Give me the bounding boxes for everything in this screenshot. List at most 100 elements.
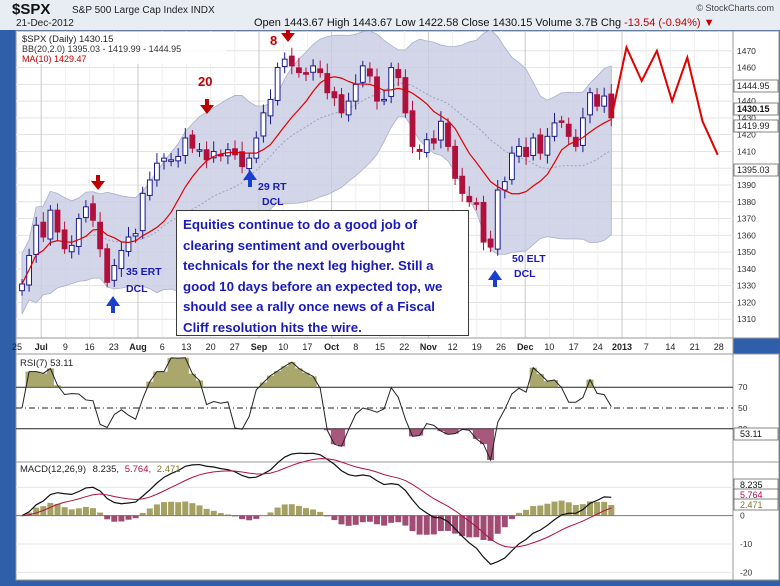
macd-histogram-bar: [594, 501, 601, 516]
date-tick-label: 28: [714, 342, 724, 352]
candle-body: [196, 149, 203, 152]
candle-body: [565, 123, 572, 137]
macd-histogram-bar: [217, 513, 224, 516]
price-candle: [239, 141, 245, 174]
price-candle: [267, 89, 274, 125]
rsi-tick-label: 70: [738, 382, 748, 392]
price-candle: [310, 59, 317, 81]
price-candle: [473, 197, 480, 211]
price-candle: [345, 92, 352, 122]
price-candle: [359, 60, 366, 88]
price-candle: [459, 167, 466, 202]
macd-histogram-bar: [466, 515, 473, 538]
macd-histogram-bar: [487, 515, 494, 541]
price-tick-label: 1330: [737, 281, 756, 291]
commentary-box: Equities continue to do a good job of cl…: [176, 210, 469, 336]
candle-body: [146, 179, 153, 196]
date-tick-label: Sep: [251, 342, 268, 352]
price-candle: [374, 68, 380, 110]
candle-body: [530, 137, 537, 156]
candle-body: [90, 203, 96, 221]
date-tick-label: Nov: [420, 342, 437, 352]
price-candle: [409, 100, 416, 154]
price-candle: [303, 67, 309, 81]
macd-histogram-bar: [90, 508, 96, 516]
macd-histogram-bar: [345, 515, 352, 526]
price-tick-label: 1430: [737, 113, 756, 123]
macd-histogram-bar: [260, 515, 267, 517]
candle-body: [487, 238, 494, 248]
macd-histogram-bar: [587, 501, 593, 516]
price-tag-text: 1430.15: [737, 104, 770, 114]
price-candle: [494, 179, 501, 256]
candle-body: [104, 248, 111, 283]
candle-body: [523, 146, 530, 157]
macd-histogram-bar: [608, 504, 615, 516]
price-candle: [587, 87, 593, 124]
price-candle: [54, 203, 61, 241]
macd-histogram-bar: [210, 510, 217, 516]
candle-body: [516, 145, 522, 157]
candle-body: [580, 117, 586, 146]
price-candle: [175, 148, 182, 168]
candle-body: [359, 65, 366, 83]
macd-histogram-bar: [203, 508, 210, 516]
macd-histogram-bar: [381, 515, 388, 526]
macd-histogram-bar: [359, 515, 366, 523]
price-candle: [331, 86, 338, 107]
price-candle: [551, 112, 558, 142]
price-candle: [324, 63, 331, 100]
date-tick-label: 23: [109, 342, 119, 352]
macd-histogram-bar: [295, 505, 302, 516]
macd-histogram-bar: [161, 502, 167, 516]
price-candle: [509, 146, 515, 185]
price-tag-box: [733, 102, 779, 116]
macd-histogram-bar: [537, 505, 544, 516]
macd-histogram-bar: [303, 508, 309, 516]
price-candle: [61, 221, 68, 254]
rsi-legend: RSI(7) 53.11: [20, 358, 73, 369]
date-tick-label: 19: [472, 342, 482, 352]
price-candle: [445, 118, 451, 152]
date-tick-label: 22: [399, 342, 409, 352]
candle-body: [381, 98, 388, 102]
macd-tag-text: 8.235: [740, 480, 763, 490]
macd-histogram-bar: [452, 515, 459, 534]
candle-body: [111, 265, 118, 281]
price-candle: [601, 87, 608, 113]
macd-panel: 100-10-20 MACD(12,26,9) 8.235, 5.764, 2.…: [15, 452, 780, 581]
price-tick-label: 1470: [737, 46, 756, 56]
price-candle: [530, 132, 537, 161]
price-panel: 1310132013301340135013601370138013901400…: [15, 30, 780, 339]
candle-body: [338, 94, 345, 114]
date-tick-label: 14: [665, 342, 675, 352]
candle-body: [452, 145, 459, 179]
date-tick-label: 24: [593, 342, 603, 352]
macd-histogram-bar: [75, 508, 82, 516]
price-tick-label: 1320: [737, 297, 756, 307]
price-candle: [438, 111, 444, 149]
rsi-value-tag: 53.11: [733, 427, 779, 441]
price-tick-label: 1370: [737, 214, 756, 224]
date-tick-label: 15: [375, 342, 385, 352]
candle-body: [19, 283, 25, 292]
price-candle: [452, 139, 459, 185]
candle-body: [367, 68, 373, 77]
price-candle: [196, 143, 203, 157]
price-tick-label: 1390: [737, 180, 756, 190]
price-tick-label: 1460: [737, 63, 756, 73]
price-tick-label: 1310: [737, 314, 756, 324]
candle-body: [68, 244, 75, 253]
price-candle: [317, 60, 324, 78]
candle-body: [125, 236, 132, 252]
candle-body: [352, 83, 359, 102]
macd-histogram-bar: [153, 504, 160, 516]
macd-histogram-bar: [54, 503, 61, 516]
candle-body: [267, 98, 274, 117]
price-value-tags: 1444.95 1430.15 1419.99 1395.03: [733, 79, 779, 177]
macd-histogram-bar: [288, 504, 295, 516]
price-candle: [430, 130, 437, 150]
macd-tick-label: 0: [740, 511, 745, 521]
price-candle: [296, 57, 302, 78]
price-candle: [594, 88, 601, 112]
